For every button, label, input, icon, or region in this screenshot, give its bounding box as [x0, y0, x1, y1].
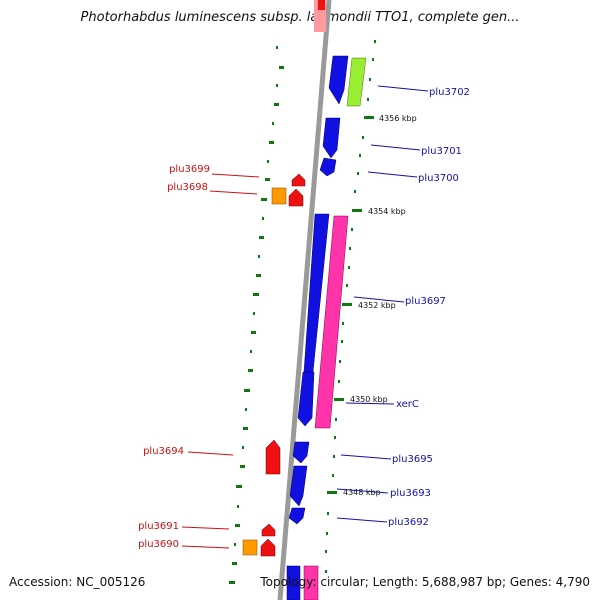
label-plu3691[interactable]: plu3691 — [138, 521, 179, 532]
feature-orange-plu3698[interactable] — [271, 187, 287, 205]
gene-plu3697-tip[interactable] — [297, 371, 315, 427]
label-plu3695[interactable]: plu3695 — [392, 454, 433, 465]
scale-label-4348: 4348 kbp — [343, 488, 381, 497]
label-plu3699[interactable]: plu3699 — [169, 164, 210, 175]
gene-plu3692[interactable] — [288, 507, 306, 525]
outer-tick-ring — [325, 40, 376, 573]
label-plu3692[interactable]: plu3692 — [388, 517, 429, 528]
label-plu3701[interactable]: plu3701 — [421, 146, 462, 157]
label-plu3690[interactable]: plu3690 — [138, 539, 179, 550]
label-plu3697[interactable]: plu3697 — [405, 296, 446, 307]
label-plu3700[interactable]: plu3700 — [418, 173, 459, 184]
accession-label: Accession: NC_005126 — [9, 575, 146, 589]
label-plu3693[interactable]: plu3693 — [390, 488, 431, 499]
gene-plu3700[interactable] — [319, 157, 337, 177]
gene-plu3695[interactable] — [292, 441, 310, 464]
gene-plu3690[interactable] — [260, 538, 276, 557]
feature-green-plu3702[interactable] — [346, 57, 367, 107]
gene-plu3702[interactable] — [328, 55, 349, 105]
label-xerC[interactable]: xerC — [396, 399, 419, 410]
scale-label-4354: 4354 kbp — [368, 207, 406, 216]
gene-plu3701[interactable] — [322, 117, 341, 159]
label-plu3702[interactable]: plu3702 — [429, 87, 470, 98]
feature-pink-bottom[interactable] — [303, 565, 319, 600]
feature-orange-plu3690[interactable] — [242, 539, 258, 556]
scale-label-4356: 4356 kbp — [379, 114, 417, 123]
feature-pink-xerC[interactable] — [314, 215, 349, 429]
gene-plu3691[interactable] — [261, 523, 276, 537]
inner-tick-ring — [229, 46, 284, 584]
map-title: Photorhabdus luminescens subsp. laumondi… — [80, 10, 520, 25]
partial-gene-top[interactable] — [318, 0, 325, 10]
gene-plu3693[interactable] — [289, 465, 308, 507]
gene-plu3694[interactable] — [265, 439, 281, 475]
genome-backbone — [277, 0, 332, 600]
scale-label-4352: 4352 kbp — [358, 301, 396, 310]
label-plu3698[interactable]: plu3698 — [167, 182, 208, 193]
gene-bottom-partial[interactable] — [286, 565, 301, 600]
label-plu3694[interactable]: plu3694 — [143, 446, 184, 457]
gene-plu3699[interactable] — [291, 173, 306, 187]
gene-plu3698[interactable] — [288, 188, 304, 207]
topology-label: Topology: circular; Length: 5,688,987 bp… — [260, 575, 590, 589]
scale-label-4350: 4350 kbp — [350, 395, 388, 404]
